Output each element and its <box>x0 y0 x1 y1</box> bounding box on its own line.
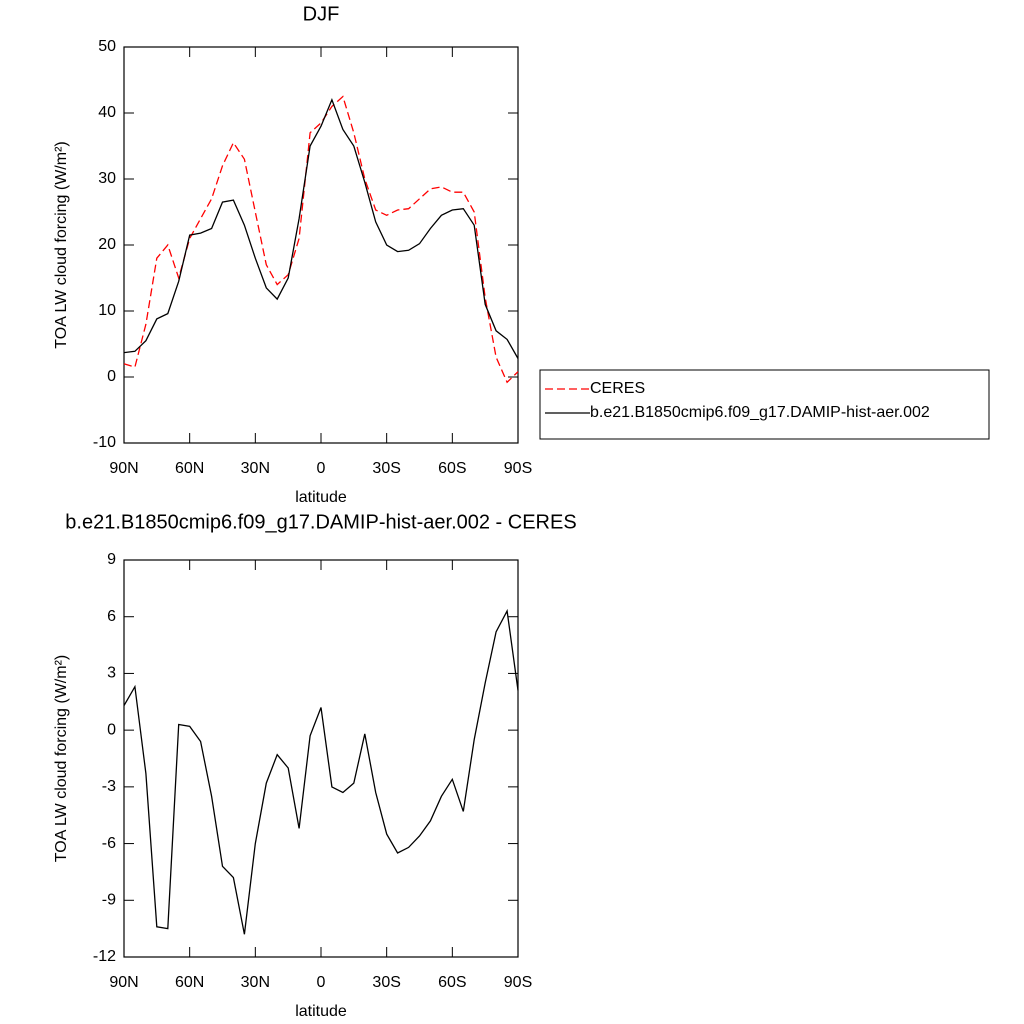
x-tick-label: 30N <box>241 974 270 991</box>
x-axis-label: latitude <box>295 489 347 506</box>
x-tick-label: 90S <box>504 460 532 477</box>
x-tick-label: 30S <box>372 974 400 991</box>
x-tick-label: 60S <box>438 460 466 477</box>
y-tick-label: 6 <box>107 608 116 625</box>
y-tick-label: -3 <box>102 778 116 795</box>
y-tick-label: 50 <box>98 38 116 55</box>
y-tick-label: 10 <box>98 302 116 319</box>
data-line <box>123 95 519 384</box>
x-tick-label: 60N <box>175 974 204 991</box>
y-tick-label: 9 <box>107 551 116 568</box>
data-line <box>123 98 519 359</box>
y-tick-label: -10 <box>93 434 116 451</box>
chart-title: b.e21.B1850cmip6.f09_g17.DAMIP-hist-aer.… <box>65 511 576 533</box>
plot-frame <box>123 46 519 444</box>
y-tick-label: 0 <box>107 721 116 738</box>
y-tick-label: -9 <box>102 892 116 909</box>
x-tick-label: 90N <box>109 460 138 477</box>
y-tick-label: 20 <box>98 236 116 253</box>
legend: CERES b.e21.B1850cmip6.f09_g17.DAMIP-hist… <box>539 369 990 440</box>
x-tick-label: 90S <box>504 974 532 991</box>
x-tick-label: 0 <box>317 974 326 991</box>
x-tick-label: 30S <box>372 460 400 477</box>
data-line <box>123 608 519 935</box>
x-axis-label: latitude <box>295 1003 347 1020</box>
y-tick-label: 3 <box>107 665 116 682</box>
x-tick-label: 90N <box>109 974 138 991</box>
y-tick-label: 30 <box>98 170 116 187</box>
legend-frame <box>539 369 990 440</box>
x-tick-label: 60N <box>175 460 204 477</box>
legend-label: b.e21.B1850cmip6.f09_g17.DAMIP-hist-aer.… <box>590 404 930 421</box>
y-tick-label: -12 <box>93 948 116 965</box>
y-tick-label: 0 <box>107 368 116 385</box>
chart-title: DJF <box>303 3 340 25</box>
x-tick-label: 30N <box>241 460 270 477</box>
y-axis-label: TOA LW cloud forcing (W/m²) <box>53 141 70 348</box>
legend-label: CERES <box>590 380 645 397</box>
x-tick-label: 0 <box>317 460 326 477</box>
y-tick-label: 40 <box>98 104 116 121</box>
y-tick-label: -6 <box>102 835 116 852</box>
x-tick-label: 60S <box>438 974 466 991</box>
plot-frame <box>123 559 519 958</box>
y-axis-label: TOA LW cloud forcing (W/m²) <box>53 655 70 862</box>
